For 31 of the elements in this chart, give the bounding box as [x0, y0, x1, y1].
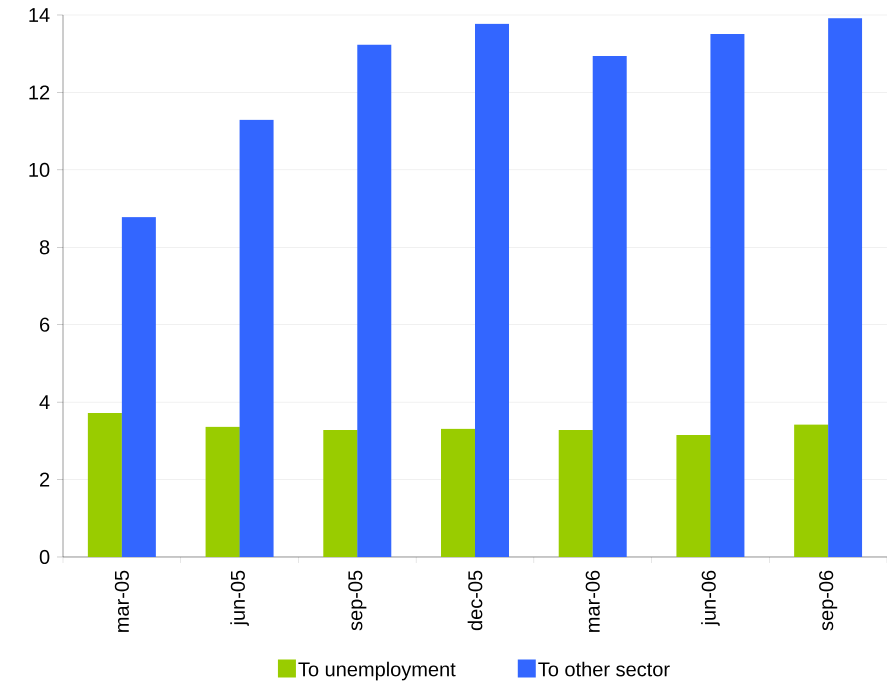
- y-tick-label: 6: [40, 318, 50, 332]
- x-tick-label: jun-06: [701, 570, 720, 626]
- bar: [558, 430, 593, 557]
- bar: [828, 18, 862, 557]
- bar: [88, 412, 122, 557]
- legend-label: To other sector: [538, 662, 670, 676]
- bar: [592, 56, 627, 557]
- bar: [441, 428, 476, 557]
- x-tick-label: dec-05: [468, 570, 482, 630]
- y-tick-label: 10: [29, 162, 50, 177]
- bar: [710, 34, 744, 557]
- y-tick-label: 2: [40, 472, 50, 487]
- legend-label: To unemployment: [298, 662, 456, 680]
- y-tick-label: 14: [29, 8, 50, 22]
- bar: [323, 430, 358, 557]
- bar: [206, 426, 240, 557]
- x-tick-label: jun-05: [230, 570, 249, 626]
- bar: [794, 424, 828, 557]
- bar: [122, 217, 156, 557]
- bar: [676, 435, 710, 557]
- x-tick-label: sep-05: [348, 570, 366, 630]
- bar: [357, 44, 392, 557]
- bar: [240, 120, 274, 557]
- y-tick-label: 4: [39, 395, 50, 410]
- y-tick-label: 0: [40, 550, 50, 564]
- x-tick-label: mar-05: [114, 570, 129, 632]
- x-tick-label: mar-06: [586, 570, 600, 632]
- bar: [475, 24, 509, 557]
- x-tick-label: sep-06: [819, 570, 838, 630]
- y-tick-label: 12: [29, 85, 50, 100]
- y-tick-label: 8: [40, 240, 50, 254]
